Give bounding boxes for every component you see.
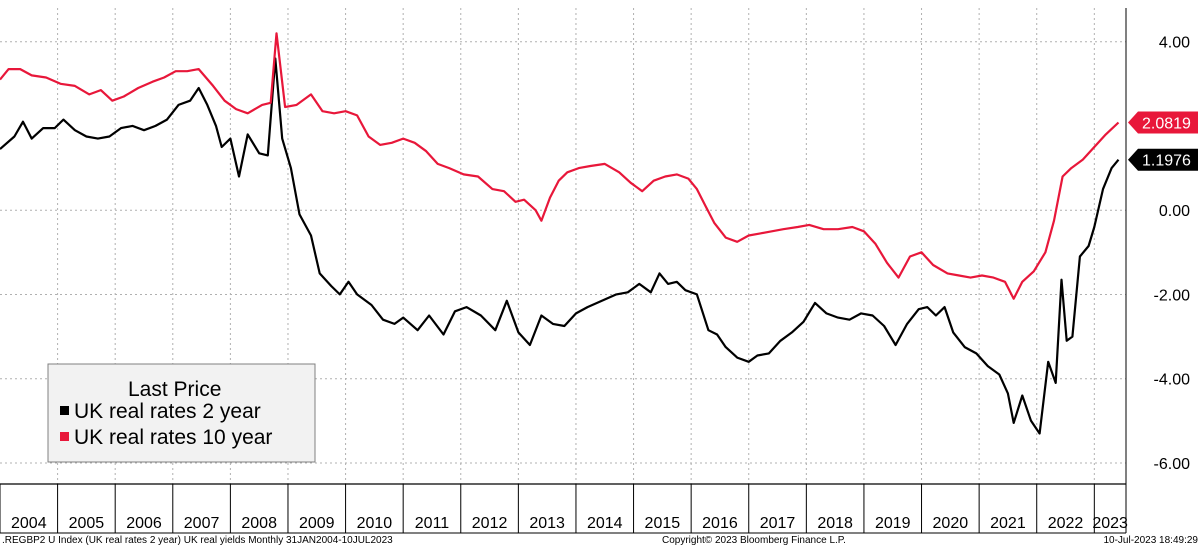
x-tick-label: 2020 — [933, 515, 969, 532]
legend-entry-2y: UK real rates 2 year — [74, 400, 261, 423]
legend: Last Price UK real rates 2 year UK real … — [47, 363, 316, 463]
footer-timestamp: 10-Jul-2023 18:49:29 — [1103, 535, 1198, 546]
x-tick-label: 2021 — [990, 515, 1026, 532]
x-tick-label: 2007 — [184, 515, 220, 532]
y-axis: 4.00 0.00 -2.00 -4.00 -6.00 — [1125, 8, 1191, 484]
x-axis: 2004 2005 2006 2007 2008 2009 2010 2011 2012 2013… — [0, 483, 1128, 534]
footer: .REGBP2 U Index (UK real rates 2 year) U… — [2, 535, 1198, 546]
series-line-10y — [0, 32, 1120, 300]
legend-title: Last Price — [128, 378, 221, 401]
series-lines — [0, 32, 1120, 435]
last-price-badge-2y: 1.1976 — [1128, 148, 1198, 171]
x-tick-label: 2011 — [415, 515, 450, 532]
footer-source: .REGBP2 U Index (UK real rates 2 year) U… — [2, 535, 393, 546]
x-tick-label: 2006 — [126, 515, 162, 532]
last-price-badge-10y-label: 2.0819 — [1142, 115, 1191, 132]
last-price-badge-2y-label: 1.1976 — [1142, 153, 1191, 170]
x-tick-label: 2017 — [760, 515, 796, 532]
x-tick-label: 2013 — [529, 515, 565, 532]
legend-swatch-2y — [60, 406, 69, 415]
legend-box — [47, 363, 316, 463]
x-tick-label: 2019 — [875, 515, 911, 532]
last-price-badge-10y-shape — [1128, 111, 1198, 134]
x-tick-label: 2015 — [645, 515, 681, 532]
x-tick-label: 2018 — [817, 515, 853, 532]
legend-swatch-10y — [60, 432, 69, 441]
x-tick-label: 2008 — [241, 515, 277, 532]
last-price-badge-10y: 2.0819 — [1128, 111, 1198, 134]
x-tick-label: 2014 — [587, 515, 623, 532]
series-line-2y — [0, 57, 1120, 435]
x-tick-label: 2004 — [11, 515, 47, 532]
y-tick-label: -4.00 — [1154, 372, 1191, 389]
x-tick-label: 2023 — [1092, 515, 1128, 532]
last-price-badge-2y-shape — [1128, 148, 1198, 171]
x-tick-label: 2010 — [357, 515, 393, 532]
y-tick-label: -2.00 — [1154, 287, 1191, 304]
y-tick-label: -6.00 — [1154, 456, 1191, 473]
legend-entry-10y: UK real rates 10 year — [74, 426, 272, 449]
y-tick-label: 0.00 — [1159, 203, 1190, 220]
x-tick-label: 2016 — [702, 515, 738, 532]
last-price-badges: 1.1976 2.0819 — [1128, 111, 1198, 171]
x-tick-label: 2005 — [69, 515, 105, 532]
x-tick-label: 2022 — [1048, 515, 1084, 532]
x-tick-label: 2009 — [299, 515, 335, 532]
y-tick-label: 4.00 — [1159, 35, 1190, 52]
x-tick-label: 2012 — [472, 515, 508, 532]
footer-copyright: Copyright© 2023 Bloomberg Finance L.P. — [662, 535, 846, 546]
